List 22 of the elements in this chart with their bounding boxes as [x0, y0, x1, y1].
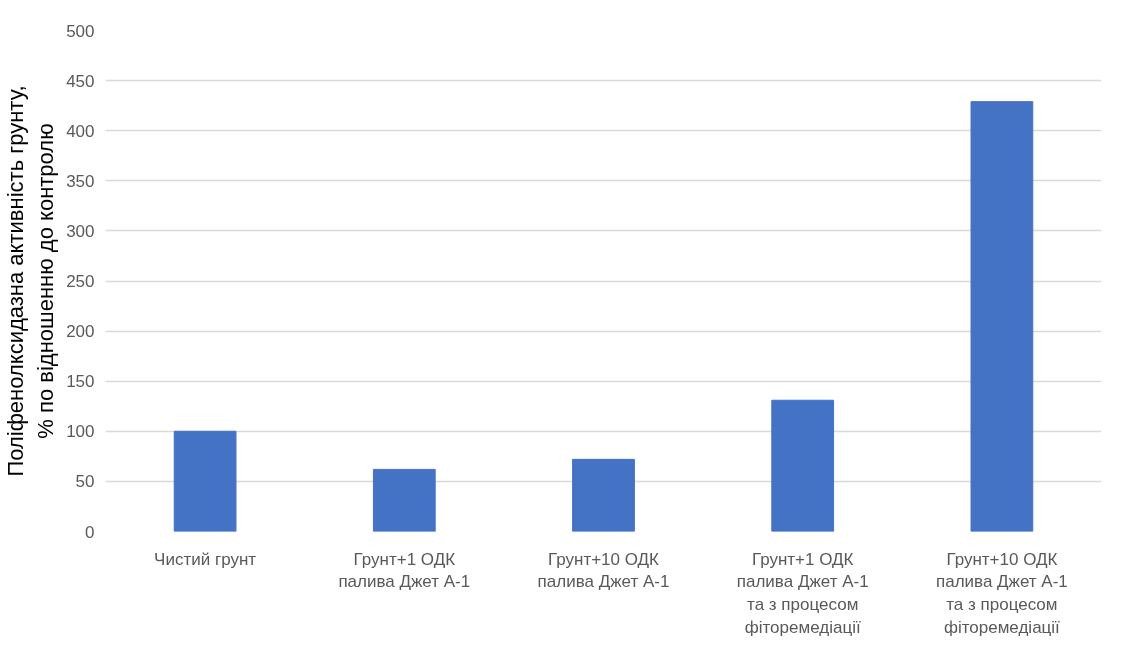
- y-tick-label: 250: [66, 272, 95, 291]
- bar: [372, 468, 436, 532]
- y-tick-label: 200: [66, 322, 95, 342]
- y-tick-label: 150: [66, 372, 95, 392]
- x-tick-label: Грунт+1 ОДК палива Джет А-1 та з процесом фіторемедіації: [736, 549, 869, 637]
- bar: [173, 430, 237, 532]
- y-tick-label: 0: [85, 522, 95, 542]
- y-tick-label: 450: [66, 71, 95, 91]
- bar: [970, 101, 1034, 532]
- x-tick-label: Грунт+10 ОДК палива Джет А-1 та з процесом фіторемедіації: [935, 549, 1068, 637]
- bar: [771, 399, 835, 532]
- x-tick-label: Грунт+10 ОДК палива Джет А-1: [537, 549, 670, 592]
- y-tick-label: 300: [66, 221, 95, 241]
- x-tick-label: Чистий грунт: [154, 549, 257, 569]
- y-tick-label: 500: [66, 21, 95, 41]
- y-tick-label: 100: [66, 422, 95, 442]
- y-tick-label: 50: [75, 472, 95, 492]
- y-tick-label: 350: [66, 171, 95, 191]
- y-axis-title: Поліфенолксидазна активність грунту, % по відношенню до контролю: [3, 85, 59, 477]
- x-tick-label: Грунт+1 ОДК палива Джет А-1: [338, 549, 471, 592]
- bar: [572, 458, 635, 532]
- y-tick-label: 400: [66, 121, 95, 141]
